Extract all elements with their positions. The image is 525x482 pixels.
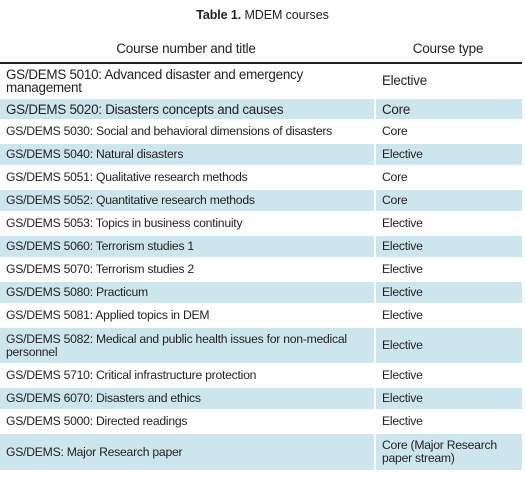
course-type: Elective <box>374 365 522 386</box>
table-caption: Table 1. MDEM courses <box>0 0 525 22</box>
course-type: Elective <box>374 411 522 432</box>
course-type: Elective <box>374 64 522 97</box>
header-rule <box>0 62 522 64</box>
course-title: GS/DEMS 5070: Terrorism studies 2 <box>6 262 194 276</box>
header-course-title: Course number and title <box>116 41 256 56</box>
table-header: Course number and title Course type <box>0 38 522 62</box>
table-row: GS/DEMS 5000: Directed readings Elective <box>0 411 522 434</box>
course-title: GS/DEMS 5030: Social and behavioral dime… <box>6 124 333 138</box>
table-row: GS/DEMS 5710: Critical infrastructure pr… <box>0 365 522 388</box>
course-title: GS/DEMS 5051: Qualitative research metho… <box>6 170 248 184</box>
table-row: GS/DEMS 5052: Quantitative research meth… <box>0 190 522 213</box>
course-title: GS/DEMS 5052: Quantitative research meth… <box>6 193 255 207</box>
table-row: GS/DEMS 5082: Medical and public health … <box>0 328 522 365</box>
table-row: GS/DEMS 5060: Terrorism studies 1 Electi… <box>0 236 522 259</box>
course-type: Core <box>374 99 522 119</box>
table-row: GS/DEMS 5080: Practicum Elective <box>0 282 522 305</box>
course-title: GS/DEMS 5010: Advanced disaster and emer… <box>6 66 303 95</box>
course-type: Elective <box>374 305 522 326</box>
table-row: GS/DEMS 5030: Social and behavioral dime… <box>0 121 522 144</box>
table-caption-text: MDEM courses <box>241 8 329 22</box>
table-row: GS/DEMS 5020: Disasters concepts and cau… <box>0 99 522 121</box>
course-type: Elective <box>374 388 522 409</box>
course-table-body: GS/DEMS 5010: Advanced disaster and emer… <box>0 64 522 472</box>
course-title: GS/DEMS 5710: Critical infrastructure pr… <box>6 368 257 382</box>
course-title: GS/DEMS 5053: Topics in business continu… <box>6 216 243 230</box>
course-title: GS/DEMS 5080: Practicum <box>6 285 148 299</box>
table-row: GS/DEMS 5010: Advanced disaster and emer… <box>0 64 522 99</box>
course-type: Elective <box>374 328 522 363</box>
course-type: Elective <box>374 144 522 165</box>
course-type: Core (Major Research paper stream) <box>374 434 522 470</box>
course-title: GS/DEMS 5000: Directed readings <box>6 414 188 428</box>
table-row: GS/DEMS 5053: Topics in business continu… <box>0 213 522 236</box>
course-type: Elective <box>374 236 522 257</box>
course-title: GS/DEMS 5060: Terrorism studies 1 <box>6 239 194 253</box>
course-title: GS/DEMS 5040: Natural disasters <box>6 147 184 161</box>
course-type: Elective <box>374 213 522 234</box>
table-caption-label: Table 1. <box>196 8 242 22</box>
course-title: GS/DEMS 5081: Applied topics in DEM <box>6 308 210 322</box>
table-row: GS/DEMS 5040: Natural disasters Elective <box>0 144 522 167</box>
course-type: Elective <box>374 259 522 280</box>
table-row: GS/DEMS 5081: Applied topics in DEM Elec… <box>0 305 522 328</box>
table-row: GS/DEMS: Major Research paper Core (Majo… <box>0 434 522 472</box>
course-title: GS/DEMS 6070: Disasters and ethics <box>6 391 201 405</box>
table-row: GS/DEMS 5070: Terrorism studies 2 Electi… <box>0 259 522 282</box>
table-row: GS/DEMS 5051: Qualitative research metho… <box>0 167 522 190</box>
course-title: GS/DEMS: Major Research paper <box>6 444 183 459</box>
course-title: GS/DEMS 5082: Medical and public health … <box>6 331 347 359</box>
table-row: GS/DEMS 6070: Disasters and ethics Elect… <box>0 388 522 411</box>
header-course-type: Course type <box>412 41 484 56</box>
course-type: Elective <box>374 282 522 303</box>
course-title: GS/DEMS 5020: Disasters concepts and cau… <box>6 101 284 117</box>
course-type: Core <box>374 121 522 142</box>
course-type: Core <box>374 167 522 188</box>
course-type: Core <box>374 190 522 211</box>
